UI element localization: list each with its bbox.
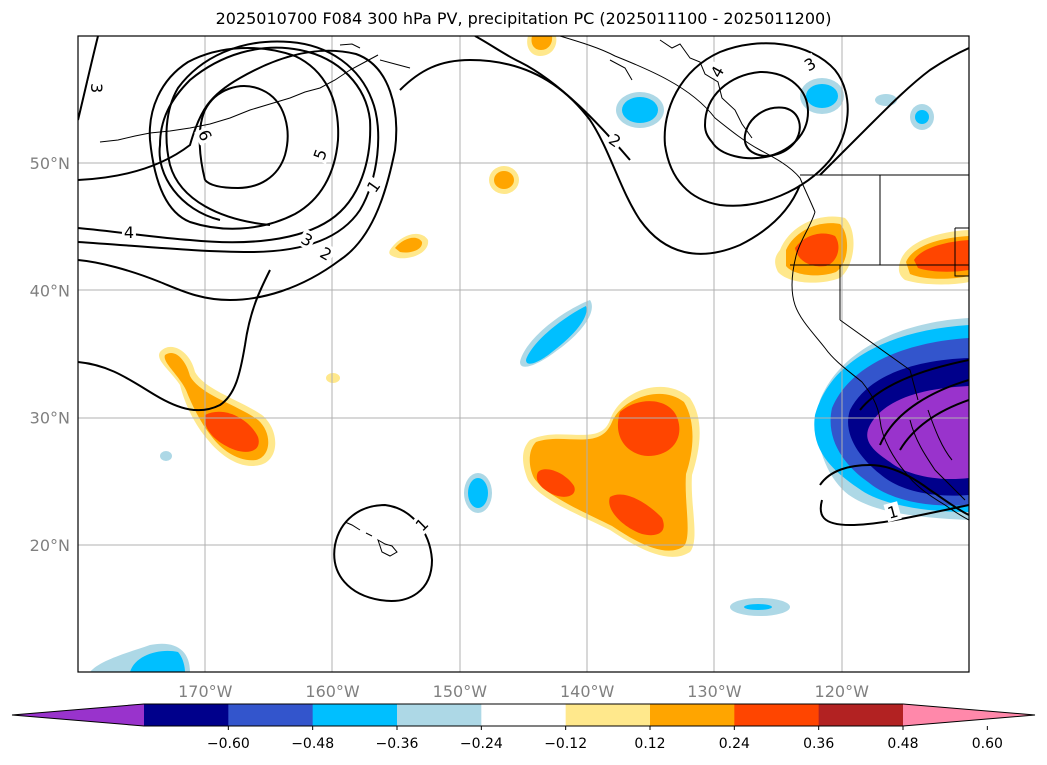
pv-contour-line xyxy=(899,399,969,451)
contour-label-bg xyxy=(315,242,337,265)
latitude-label: 50°N xyxy=(30,154,70,173)
colorbar-segment xyxy=(481,704,567,726)
colorbar-tick-label: −0.24 xyxy=(460,736,503,752)
pv-contour-line xyxy=(704,70,810,160)
colorbar: −0.60 −0.48 −0.36 −0.24 −0.12 0.12 0.24 0.36 0.4… xyxy=(11,703,1036,752)
contour-label-bg xyxy=(194,125,217,146)
colorbar-segment xyxy=(818,704,904,726)
latitude-labels: 50°N 40°N 30°N 20°N xyxy=(30,154,70,555)
colorbar-outline xyxy=(11,703,1036,727)
pv-contour-line xyxy=(819,463,969,516)
pv-contour-line xyxy=(819,47,969,176)
colorbar-extend-low xyxy=(12,704,144,726)
longitude-label: 160°W xyxy=(305,682,360,701)
contour-label-bg xyxy=(308,144,331,164)
colorbar-tick-label: −0.12 xyxy=(544,736,587,752)
colorbar-segment xyxy=(565,704,651,726)
latitude-label: 20°N xyxy=(30,536,70,555)
pv-contour-line xyxy=(78,40,380,254)
contour-label-bg xyxy=(604,128,627,152)
colorbar-segment xyxy=(144,704,229,726)
colorbar-extend-high xyxy=(903,704,1035,726)
contour-label-bg xyxy=(883,501,902,523)
pv-contour-line xyxy=(859,359,969,411)
contour-label: 1 xyxy=(885,502,900,523)
contour-label-bg xyxy=(410,513,433,536)
pv-contour-line xyxy=(819,499,969,527)
longitude-label: 140°W xyxy=(560,682,615,701)
map-title: 2025010700 F084 300 hPa PV, precipitatio… xyxy=(215,9,832,28)
colorbar-segment xyxy=(650,704,735,726)
pv-contour-line xyxy=(879,379,969,446)
pv-contour-line xyxy=(78,36,99,121)
colorbar-tick-label: 0.36 xyxy=(803,736,834,752)
contour-label-bg xyxy=(705,61,729,83)
latitude-label: 30°N xyxy=(30,409,70,428)
pv-contour-line xyxy=(399,58,801,255)
contour-label: 3 xyxy=(87,83,106,93)
pv-contour-line xyxy=(663,42,849,207)
longitude-label: 150°W xyxy=(433,682,488,701)
colorbar-tick-label: 0.24 xyxy=(719,736,750,752)
map-frame xyxy=(77,35,970,673)
longitude-label: 120°W xyxy=(815,682,870,701)
colorbar-segment xyxy=(734,704,820,726)
contour-label: 4 xyxy=(124,223,134,242)
colorbar-tick-label: 0.48 xyxy=(887,736,918,752)
pv-contours[interactable] xyxy=(78,36,969,602)
longitude-labels: 170°W 160°W 150°W 140°W 130°W 120°W xyxy=(178,682,869,701)
pv-contour-line xyxy=(78,269,271,412)
pv-contour-line xyxy=(78,49,398,302)
longitude-label: 170°W xyxy=(178,682,233,701)
pv-contour-line xyxy=(743,106,801,157)
latitude-label: 40°N xyxy=(30,281,70,300)
pv-contour-line xyxy=(333,503,434,602)
colorbar-tick-label: −0.36 xyxy=(376,736,419,752)
coastlines xyxy=(99,36,969,557)
pv-contour-line xyxy=(148,46,340,230)
longitude-label: 130°W xyxy=(687,682,742,701)
contour-label-bg xyxy=(296,228,318,251)
colorbar-segment xyxy=(228,704,314,726)
colorbar-tick-label: −0.48 xyxy=(291,736,334,752)
colorbar-tick-label: 0.60 xyxy=(972,736,1003,752)
pv-contour-line xyxy=(474,36,631,161)
contour-label-bg xyxy=(121,222,136,241)
colorbar-tick-label: 0.12 xyxy=(634,736,665,752)
contour-label-bg xyxy=(88,81,107,96)
contour-label-bg xyxy=(361,175,385,197)
contour-label-bg xyxy=(799,52,821,76)
pv-contour-line xyxy=(78,46,372,244)
colorbar-tick-label: −0.60 xyxy=(207,736,250,752)
pv-contour-line xyxy=(198,85,289,190)
colorbar-segment xyxy=(312,704,398,726)
colorbar-segment xyxy=(397,704,482,726)
